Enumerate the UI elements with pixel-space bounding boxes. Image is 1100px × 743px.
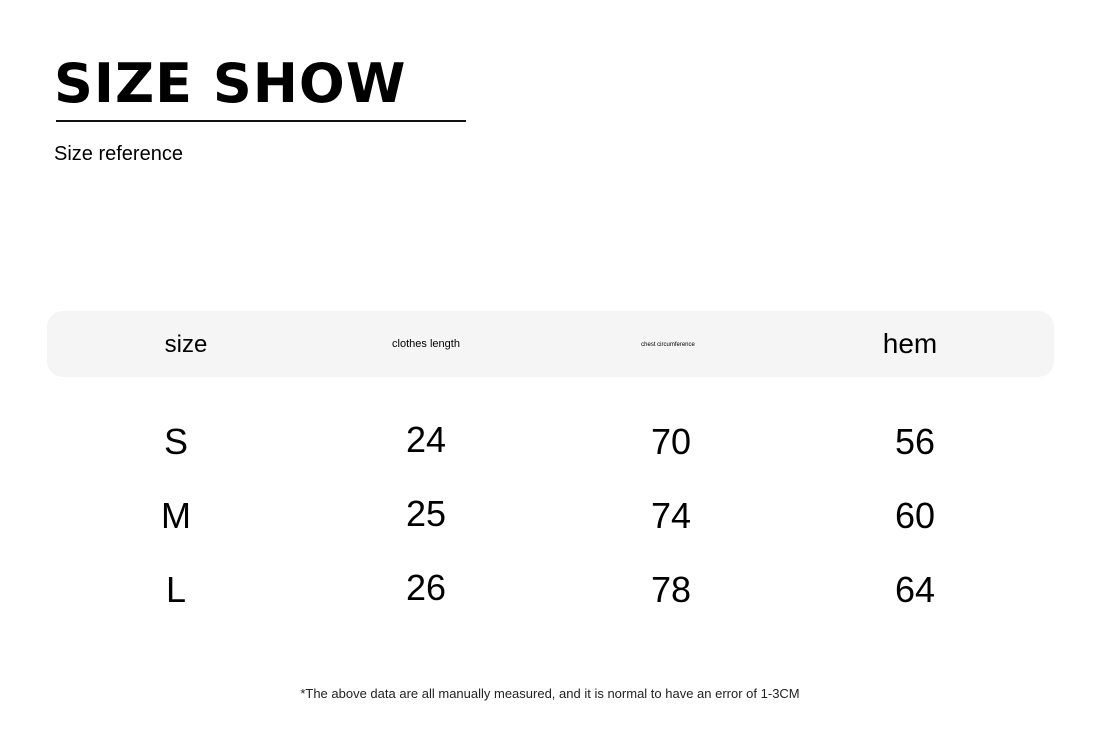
header-chest-circumference: chest circumference: [641, 342, 695, 348]
chest-cell: 70: [650, 421, 692, 462]
header-size: size: [164, 331, 208, 358]
table-header: [47, 311, 1054, 377]
page-title: SIZE SHOW: [54, 52, 407, 115]
subtitle: Size reference: [54, 143, 183, 165]
size-cell: L: [165, 569, 187, 610]
size-cell: S: [163, 421, 189, 462]
hem-cell: 64: [894, 569, 936, 610]
hem-cell: 60: [894, 495, 936, 536]
measurement-note: *The above data are all manually measure…: [300, 686, 800, 701]
title-underline: [56, 120, 466, 122]
length-cell: 24: [405, 419, 447, 460]
length-cell: 25: [405, 493, 447, 534]
size-cell: M: [161, 495, 191, 536]
header-hem: hem: [882, 328, 938, 359]
chest-cell: 78: [650, 569, 692, 610]
length-cell: 26: [405, 567, 447, 608]
hem-cell: 56: [894, 421, 936, 462]
chest-cell: 74: [650, 495, 692, 536]
header-clothes-length: clothes length: [392, 338, 460, 350]
